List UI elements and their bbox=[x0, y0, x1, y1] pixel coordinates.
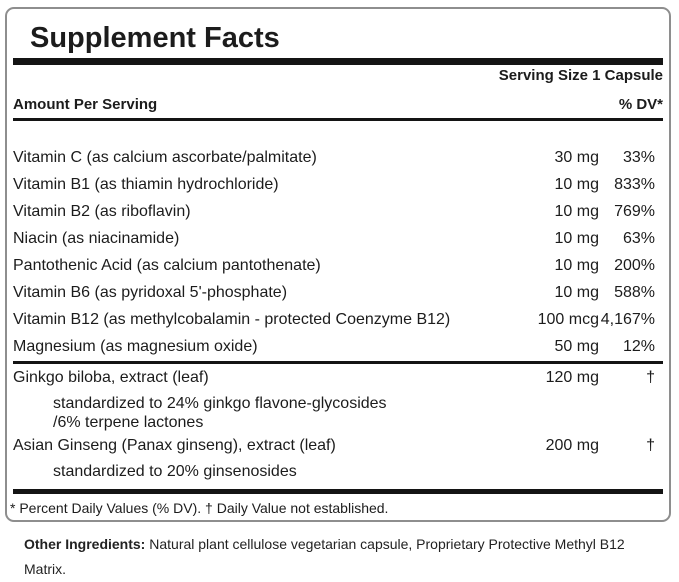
nutrient-name: Vitamin B1 (as thiamin hydrochloride) bbox=[13, 176, 279, 193]
nutrient-amount: 10 mg bbox=[554, 203, 599, 220]
dv-header: % DV* bbox=[618, 96, 663, 113]
table-row: Pantothenic Acid (as calcium pantothenat… bbox=[13, 253, 663, 280]
nutrient-dv: 33% bbox=[622, 149, 655, 166]
nutrient-amount: 200 mg bbox=[545, 437, 599, 454]
table-row: Magnesium (as magnesium oxide) 50 mg 12% bbox=[13, 334, 663, 361]
nutrient-name: Pantothenic Acid (as calcium pantothenat… bbox=[13, 257, 321, 274]
nutrient-dv: 588% bbox=[614, 284, 655, 301]
nutrient-name: Vitamin B6 (as pyridoxal 5'-phosphate) bbox=[13, 284, 288, 301]
nutrient-dv: 769% bbox=[614, 203, 655, 220]
nutrient-dv: 200% bbox=[614, 257, 655, 274]
divider-before-botanicals bbox=[13, 361, 663, 364]
nutrient-name: Magnesium (as magnesium oxide) bbox=[13, 338, 258, 355]
nutrient-dv: † bbox=[646, 369, 655, 386]
table-row: Vitamin B12 (as methylcobalamin - protec… bbox=[13, 307, 663, 334]
table-row: Ginkgo biloba, extract (leaf) 120 mg † bbox=[13, 364, 663, 389]
standardization-note: /6% terpene lactones bbox=[53, 414, 204, 431]
other-ingredients-label: Other Ingredients: bbox=[24, 536, 146, 552]
supplement-facts-panel: Supplement Facts Serving Size 1 Capsule … bbox=[5, 7, 671, 522]
table-row: Vitamin C (as calcium ascorbate/palmitat… bbox=[13, 145, 663, 172]
nutrient-name: Ginkgo biloba, extract (leaf) bbox=[13, 369, 209, 386]
nutrient-amount: 10 mg bbox=[554, 257, 599, 274]
nutrient-amount: 120 mg bbox=[545, 369, 599, 386]
table-row: Asian Ginseng (Panax ginseng), extract (… bbox=[13, 432, 663, 457]
nutrient-name: Niacin (as niacinamide) bbox=[13, 230, 180, 247]
serving-size: Serving Size 1 Capsule bbox=[498, 67, 663, 84]
other-ingredients: Other Ingredients: Natural plant cellulo… bbox=[24, 532, 662, 582]
table-row: Vitamin B2 (as riboflavin) 10 mg 769% bbox=[13, 199, 663, 226]
nutrient-amount: 10 mg bbox=[554, 230, 599, 247]
nutrient-amount: 100 mcg bbox=[537, 311, 599, 328]
dv-footnote: * Percent Daily Values (% DV). † Daily V… bbox=[10, 500, 389, 516]
table-row: Vitamin B6 (as pyridoxal 5'-phosphate) 1… bbox=[13, 280, 663, 307]
nutrient-dv: 4,167% bbox=[600, 311, 655, 328]
nutrient-dv: 63% bbox=[622, 230, 655, 247]
nutrient-dv: 833% bbox=[614, 176, 655, 193]
nutrient-amount: 10 mg bbox=[554, 176, 599, 193]
divider-under-header bbox=[13, 118, 663, 121]
divider-thick-bottom bbox=[13, 489, 663, 494]
table-row: Vitamin B1 (as thiamin hydrochloride) 10… bbox=[13, 172, 663, 199]
table-row: Niacin (as niacinamide) 10 mg 63% bbox=[13, 226, 663, 253]
nutrient-amount: 50 mg bbox=[554, 338, 599, 355]
nutrient-amount: 30 mg bbox=[554, 149, 599, 166]
nutrient-name: Vitamin C (as calcium ascorbate/palmitat… bbox=[13, 149, 317, 166]
standardization-note: standardized to 20% ginsenosides bbox=[53, 463, 297, 480]
nutrient-rows: Vitamin C (as calcium ascorbate/palmitat… bbox=[13, 145, 663, 361]
other-ingredients-text: Natural plant cellulose vegetarian capsu… bbox=[24, 536, 625, 577]
nutrient-name: Asian Ginseng (Panax ginseng), extract (… bbox=[13, 437, 336, 454]
page-title: Supplement Facts bbox=[30, 22, 280, 54]
divider-thick-top bbox=[13, 58, 663, 65]
nutrient-name: Vitamin B2 (as riboflavin) bbox=[13, 203, 191, 220]
table-header: Amount Per Serving % DV* bbox=[13, 96, 663, 113]
standardization-note: standardized to 24% ginkgo flavone-glyco… bbox=[53, 395, 387, 412]
nutrient-dv: 12% bbox=[622, 338, 655, 355]
nutrient-amount: 10 mg bbox=[554, 284, 599, 301]
botanical-rows: Ginkgo biloba, extract (leaf) 120 mg † s… bbox=[13, 364, 663, 481]
amount-per-serving-header: Amount Per Serving bbox=[13, 96, 158, 113]
nutrient-name: Vitamin B12 (as methylcobalamin - protec… bbox=[13, 311, 451, 328]
nutrient-dv: † bbox=[646, 437, 655, 454]
